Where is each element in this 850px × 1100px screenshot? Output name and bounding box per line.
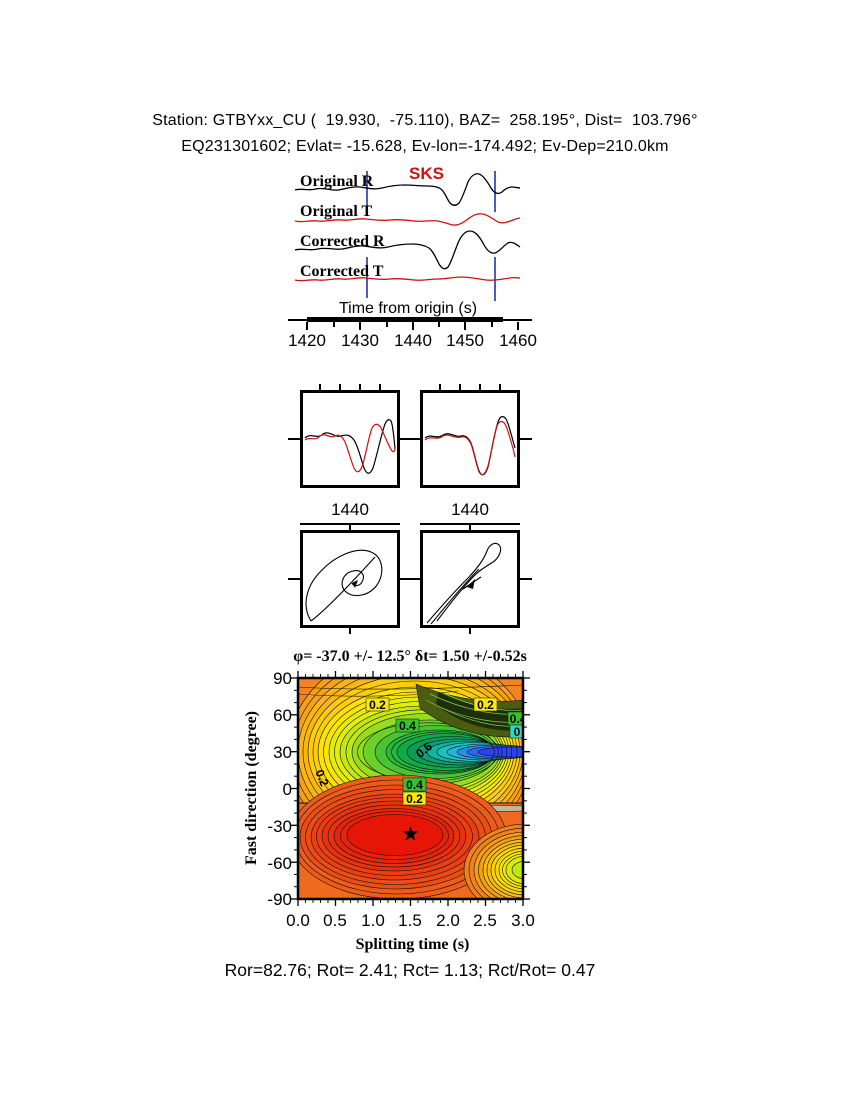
time-tick-label: 1430 [341, 331, 379, 350]
box-tick [479, 384, 481, 390]
box-tick [359, 384, 361, 390]
sub-axis-tick [469, 524, 471, 530]
fastslow-xtick-left: 1440 [331, 500, 369, 519]
sub-axis-tick [349, 524, 351, 530]
time-tick-label: 1440 [394, 331, 432, 350]
y-tick-label: 60 [273, 706, 292, 725]
fast-slow-box-corrected [420, 390, 520, 488]
box-tick [469, 628, 471, 634]
fast-slow-box-uncorrected [300, 390, 400, 488]
fastslow-xtick-right: 1440 [451, 500, 489, 519]
time-tick [359, 322, 361, 330]
contour-ylabel: Fast direction (degree) [243, 710, 260, 866]
box-tick [379, 384, 381, 390]
trace-label-corrected-r: Corrected R [300, 233, 385, 250]
x-tick-label: 2.0 [436, 911, 460, 930]
contour-label: 0.4 [399, 719, 416, 733]
zero-line-tick [400, 578, 420, 580]
particle-motion-box-corrected [420, 530, 520, 628]
zero-line-tick [520, 578, 532, 580]
contour-label: 0 [514, 725, 521, 739]
x-tick-label: 0.5 [323, 911, 347, 930]
zero-line-tick [288, 438, 300, 440]
x-tick-label: 0.0 [286, 911, 310, 930]
y-tick-label: 90 [273, 669, 292, 688]
trace-label-corrected-t: Corrected T [300, 263, 384, 280]
particle-motion-corrected-svg [426, 542, 502, 625]
contour-axis-ticks [291, 671, 530, 906]
box-tick [499, 384, 501, 390]
particle-motion-arrow [467, 579, 475, 589]
time-tick [517, 322, 519, 330]
time-tick-label: 1450 [446, 331, 484, 350]
time-tick [306, 322, 308, 330]
sub-axis-left [300, 523, 400, 525]
contour-title: φ= -37.0 +/- 12.5° δt= 1.50 +/-0.52s [293, 648, 527, 665]
analysis-window-markers [366, 171, 496, 301]
box-tick [459, 384, 461, 390]
box-tick [349, 628, 351, 634]
box-tick [339, 384, 341, 390]
time-minor-tick [438, 322, 440, 327]
trace-original-r [294, 173, 521, 206]
particle-motion-original-svg [305, 549, 383, 622]
trace-label-original-t: Original T [300, 203, 373, 220]
time-minor-tick [333, 322, 335, 327]
trace-label-original-r: Original R [300, 173, 374, 190]
y-tick-label: -60 [267, 854, 292, 873]
time-axis-label: Time from origin (s) [338, 300, 478, 317]
trace-corrected-t [294, 276, 521, 282]
y-tick-label: 0 [282, 780, 292, 799]
sub-axis-right [420, 523, 520, 525]
figure-title-line2: EQ231301602; Evlat= -15.628, Ev-lon=-174… [181, 138, 669, 155]
y-tick-label: -30 [267, 817, 292, 836]
y-tick-label: 30 [273, 743, 292, 762]
error-surface-contour-svg: 0.2 0.4 0.6 0.4 0.2 0.2 0.4 0 0.2 [291, 671, 530, 906]
time-tick [412, 322, 414, 330]
best-fit-star [402, 826, 419, 841]
phase-label-sks: SKS [409, 164, 444, 183]
x-tick-label: 1.0 [361, 911, 385, 930]
contour-label: 0.2 [477, 698, 494, 712]
time-minor-tick [386, 322, 388, 327]
y-tick-label: -90 [267, 890, 292, 909]
time-minor-tick [491, 322, 493, 327]
contour-bands: 0.2 0.4 0.6 0.4 0.2 0.2 0.4 0 0.2 [298, 678, 527, 899]
contour-label: 0.2 [369, 698, 386, 712]
waveform-traces-svg [294, 171, 521, 301]
zero-line-tick [400, 438, 420, 440]
time-axis-thick-bar [307, 317, 503, 322]
contour-label: 0.2 [406, 792, 423, 806]
contour-label: 0.4 [406, 778, 423, 792]
contour-label: 0.4 [510, 712, 527, 726]
fast-slow-uncorrected-svg [304, 419, 396, 474]
box-tick [439, 384, 441, 390]
figure-title-line1: Station: GTBYxx_CU ( 19.930, -75.110), B… [152, 112, 698, 129]
zero-line-tick [520, 438, 532, 440]
time-tick-label: 1420 [288, 331, 326, 350]
contour-xlabel: Splitting time (s) [355, 936, 470, 953]
result-stats: Ror=82.76; Rot= 2.41; Rct= 1.13; Rct/Rot… [224, 960, 596, 980]
x-tick-label: 2.5 [473, 911, 497, 930]
x-tick-label: 1.5 [398, 911, 422, 930]
contour-label: 0.2 [312, 768, 331, 789]
trace-original-t [294, 213, 521, 226]
time-tick-label: 1460 [499, 331, 537, 350]
particle-motion-box-original [300, 530, 400, 628]
time-tick [464, 322, 466, 330]
particle-motion-arrow [352, 580, 358, 588]
trace-corrected-r [294, 230, 521, 270]
box-tick [319, 384, 321, 390]
fast-slow-corrected-svg [424, 416, 516, 476]
zero-line-tick [288, 578, 300, 580]
x-tick-label: 3.0 [511, 911, 535, 930]
